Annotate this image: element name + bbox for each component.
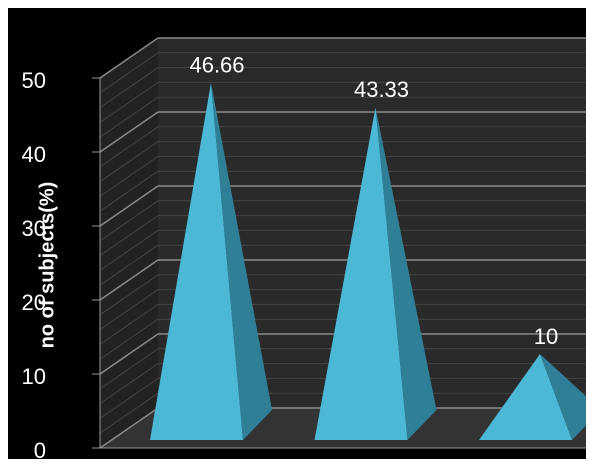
minor-grid <box>99 244 159 286</box>
minor-grid <box>99 363 159 405</box>
y-tick-label: 30 <box>22 216 46 241</box>
pyramid-side <box>540 354 586 440</box>
grid-line <box>99 407 159 449</box>
minor-grid <box>99 215 159 257</box>
pyramid-front <box>150 82 243 440</box>
minor-grid <box>99 67 159 109</box>
data-label: 43.33 <box>354 77 409 102</box>
minor-grid <box>99 303 159 345</box>
pyramid-front <box>479 354 572 440</box>
minor-grid <box>99 274 159 316</box>
pyramid-side <box>211 82 272 440</box>
minor-grid <box>99 392 159 434</box>
y-tick-label: 20 <box>22 290 46 315</box>
side-wall <box>100 38 158 448</box>
y-axis-label: no of subjects(%) <box>36 182 58 349</box>
minor-grid <box>99 81 159 123</box>
minor-grid <box>99 318 159 360</box>
minor-grid <box>99 155 159 197</box>
y-tick-label: 50 <box>22 68 46 93</box>
minor-grid <box>99 96 159 138</box>
minor-grid <box>99 289 159 331</box>
minor-grid <box>99 170 159 212</box>
y-tick-label: 40 <box>22 142 46 167</box>
grid-line <box>99 259 159 301</box>
minor-grid <box>99 377 159 419</box>
grid-line <box>99 111 159 153</box>
minor-grid <box>99 229 159 271</box>
minor-grid <box>99 141 159 183</box>
data-label: 46.66 <box>189 53 244 78</box>
grid-line <box>99 37 159 79</box>
grid-line <box>99 333 159 375</box>
data-label: 10 <box>534 324 558 349</box>
plot-area <box>99 37 586 449</box>
minor-grid <box>99 126 159 168</box>
y-tick-label: 10 <box>22 364 46 389</box>
minor-grid <box>99 200 159 242</box>
minor-grid <box>99 348 159 390</box>
pyramid-side <box>375 107 437 440</box>
minor-grid <box>99 52 159 94</box>
pyramid-front <box>314 107 408 440</box>
y-tick-label: 0 <box>34 438 46 463</box>
grid-line <box>99 185 159 227</box>
